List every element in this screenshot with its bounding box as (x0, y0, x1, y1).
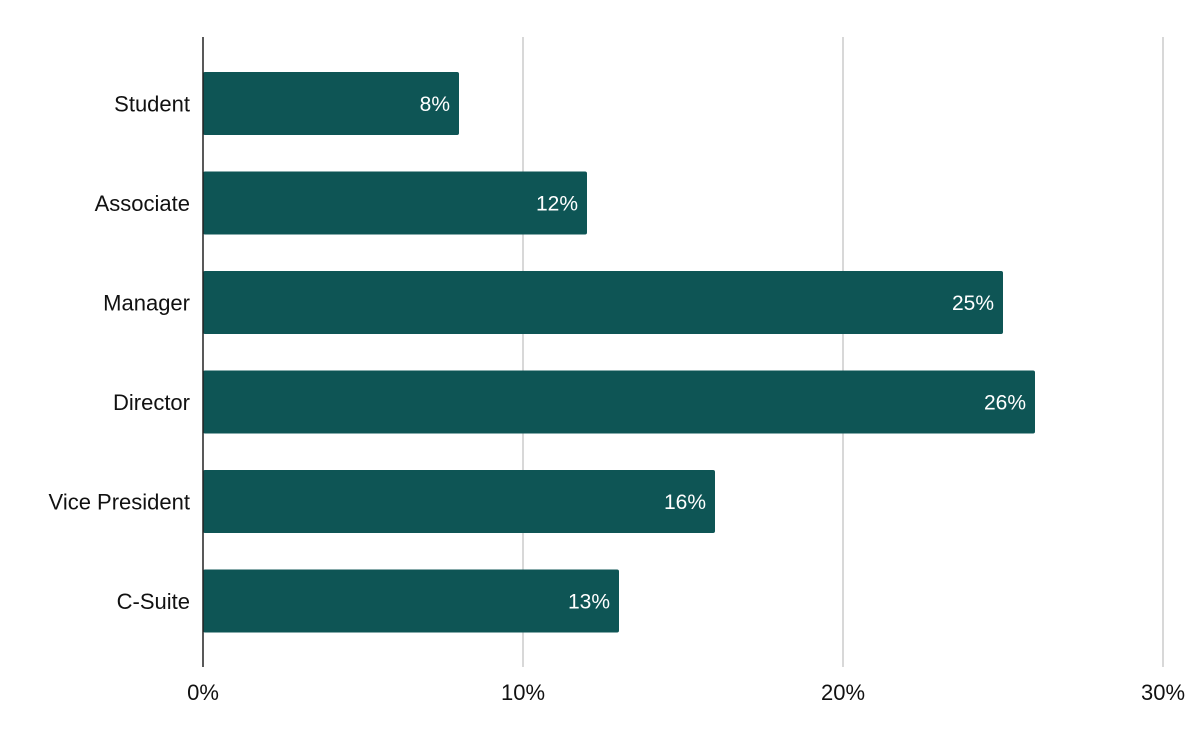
x-tick-label-10: 10% (501, 680, 545, 705)
data-labels: 8% 12% 25% 26% 16% 13% (420, 93, 1026, 614)
data-label-manager: 25% (952, 292, 994, 315)
category-label-vice-president: Vice President (49, 490, 190, 515)
category-label-manager: Manager (103, 291, 190, 316)
data-label-student: 8% (420, 93, 450, 116)
category-labels: Student Associate Manager Director Vice Pres… (49, 92, 190, 615)
category-label-student: Student (114, 92, 190, 117)
category-label-c-suite: C-Suite (117, 589, 190, 614)
gridlines (522, 37, 1164, 667)
bar-manager (203, 271, 1003, 334)
x-tick-label-20: 20% (821, 680, 865, 705)
bar-c-suite (203, 569, 619, 633)
x-tick-label-30: 30% (1141, 680, 1185, 705)
category-label-director: Director (113, 390, 190, 415)
data-label-director: 26% (984, 392, 1026, 415)
data-label-vice-president: 16% (664, 491, 706, 514)
bar-vice-president (203, 470, 715, 533)
category-label-associate: Associate (95, 191, 190, 216)
data-label-c-suite: 13% (568, 591, 610, 614)
x-tick-label-0: 0% (187, 680, 219, 705)
bar-associate (203, 171, 587, 235)
bar-student (203, 72, 459, 135)
bar-director (203, 370, 1035, 434)
data-label-associate: 12% (536, 193, 578, 216)
x-tick-labels: 0% 10% 20% 30% (187, 680, 1185, 705)
bars (203, 72, 1035, 633)
